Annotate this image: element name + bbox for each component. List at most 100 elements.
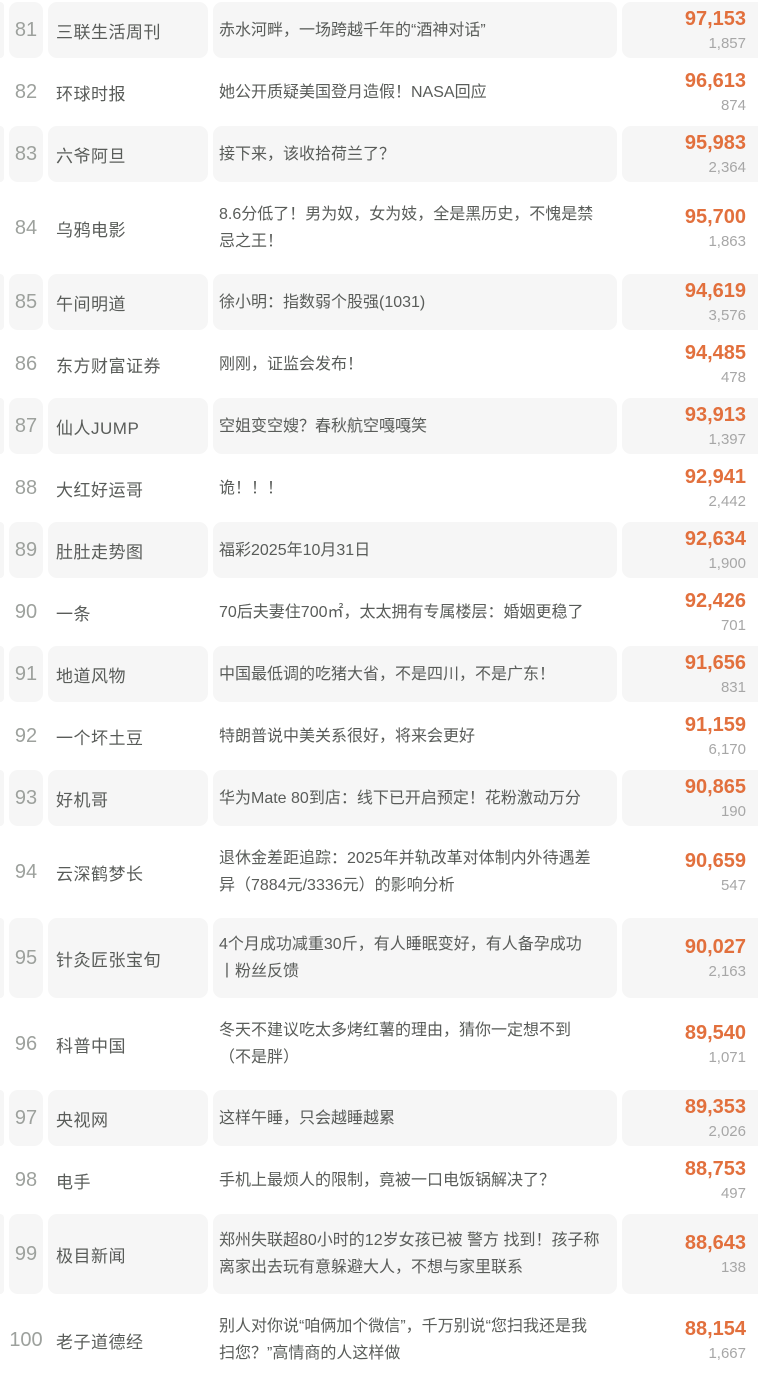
views-count: 89,540 — [684, 1022, 746, 1044]
article-title-cell[interactable]: 4个月成功减重30斤，有人睡眠变好，有人备孕成功 丨粉丝反馈 — [213, 918, 617, 998]
stats-cell: 90,027 2,163 — [622, 918, 758, 998]
secondary-count: 1,900 — [708, 555, 746, 572]
article-title: 华为Mate 80到店：线下已开启预定！花粉激动万分 — [219, 789, 581, 807]
secondary-count: 1,863 — [708, 233, 746, 250]
views-count: 88,154 — [684, 1318, 746, 1340]
secondary-count: 2,442 — [708, 493, 746, 510]
article-title-cell[interactable]: 手机上最烦人的限制，竟被一口电饭锅解决了？ — [213, 1152, 617, 1208]
account-name-cell[interactable]: 一条 — [48, 584, 208, 640]
article-title-cell[interactable]: 中国最低调的吃猪大省，不是四川，不是广东！ — [213, 646, 617, 702]
account-name-cell[interactable]: 电手 — [48, 1152, 208, 1208]
stats-cell: 89,540 1,071 — [622, 1004, 758, 1084]
account-name-cell[interactable]: 针灸匠张宝旬 — [48, 918, 208, 998]
rank-cell: 83 — [9, 126, 43, 182]
article-title: 郑州失联超80小时的12岁女孩已被 警方 找到！孩子称离家出去玩有意躲避大人，不… — [219, 1232, 600, 1276]
article-title-cell[interactable]: 空姐变空嫂？春秋航空嘎嘎笑 — [213, 398, 617, 454]
views-count: 92,941 — [684, 466, 746, 488]
account-name: 大红好运哥 — [56, 480, 144, 500]
account-name: 好机哥 — [56, 790, 109, 810]
row-left-sliver — [0, 918, 4, 998]
rank-cell: 82 — [9, 64, 43, 120]
stats-cell: 97,153 1,857 — [622, 2, 758, 58]
article-title-cell[interactable]: 华为Mate 80到店：线下已开启预定！花粉激动万分 — [213, 770, 617, 826]
account-name-cell[interactable]: 三联生活周刊 — [48, 2, 208, 58]
account-name-cell[interactable]: 好机哥 — [48, 770, 208, 826]
views-count: 95,983 — [684, 132, 746, 154]
account-name-cell[interactable]: 六爷阿旦 — [48, 126, 208, 182]
rank-number: 91 — [14, 662, 38, 685]
rank-number: 82 — [14, 80, 38, 103]
stats-cell: 95,700 1,863 — [622, 188, 758, 268]
article-title: 徐小明：指数弱个股强(1031) — [219, 293, 426, 311]
article-title: 冬天不建议吃太多烤红薯的理由，猜你一定想不到（不是胖） — [219, 1022, 572, 1066]
secondary-count: 1,071 — [708, 1049, 746, 1066]
account-name-cell[interactable]: 老子道德经 — [48, 1300, 208, 1380]
article-title-cell[interactable]: 70后夫妻住700㎡，太太拥有专属楼层：婚姻更稳了 — [213, 584, 617, 640]
views-count: 90,865 — [684, 776, 746, 798]
account-name: 一个坏土豆 — [56, 728, 144, 748]
views-count: 93,913 — [684, 404, 746, 426]
table-row: 87 仙人JUMP 空姐变空嫂？春秋航空嘎嘎笑 93,913 1,397 — [0, 398, 758, 454]
article-title-cell[interactable]: 赤水河畔，一场跨越千年的“酒神对话” — [213, 2, 617, 58]
table-row: 84 乌鸦电影 8.6分低了！男为奴，女为妓，全是黑历史，不愧是禁忌之王！ 95… — [0, 188, 758, 268]
account-name-cell[interactable]: 科普中国 — [48, 1004, 208, 1084]
rank-number: 92 — [14, 724, 38, 747]
article-title-cell[interactable]: 徐小明：指数弱个股强(1031) — [213, 274, 617, 330]
rank-number: 90 — [14, 600, 38, 623]
account-name: 一条 — [56, 604, 91, 624]
table-row: 91 地道风物 中国最低调的吃猪大省，不是四川，不是广东！ 91,656 831 — [0, 646, 758, 702]
stats-cell: 90,865 190 — [622, 770, 758, 826]
article-title-cell[interactable]: 她公开质疑美国登月造假！NASA回应 — [213, 64, 617, 120]
rank-number: 100 — [9, 1328, 43, 1351]
table-row: 90 一条 70后夫妻住700㎡，太太拥有专属楼层：婚姻更稳了 92,426 7… — [0, 584, 758, 640]
account-name: 电手 — [56, 1172, 91, 1192]
views-count: 92,634 — [684, 528, 746, 550]
account-name-cell[interactable]: 央视网 — [48, 1090, 208, 1146]
account-name: 地道风物 — [56, 666, 126, 686]
article-title-cell[interactable]: 刚刚，证监会发布！ — [213, 336, 617, 392]
article-title-cell[interactable]: 别人对你说“咱俩加个微信”，千万别说“您扫我还是我扫您？”高情商的人这样做 — [213, 1300, 617, 1380]
row-left-sliver — [0, 336, 4, 392]
account-name-cell[interactable]: 云深鹤梦长 — [48, 832, 208, 912]
article-title-cell[interactable]: 退休金差距追踪：2025年并轨改革对体制内外待遇差异（7884元/3336元）的… — [213, 832, 617, 912]
article-title: 接下来，该收拾荷兰了？ — [219, 145, 396, 163]
article-title-cell[interactable]: 郑州失联超80小时的12岁女孩已被 警方 找到！孩子称离家出去玩有意躲避大人，不… — [213, 1214, 617, 1294]
account-name-cell[interactable]: 午间明道 — [48, 274, 208, 330]
secondary-count: 547 — [720, 877, 746, 894]
account-name: 老子道德经 — [56, 1332, 144, 1352]
account-name-cell[interactable]: 肚肚走势图 — [48, 522, 208, 578]
account-name: 极目新闻 — [56, 1246, 126, 1266]
account-name: 科普中国 — [56, 1036, 126, 1056]
account-name-cell[interactable]: 乌鸦电影 — [48, 188, 208, 268]
article-title-cell[interactable]: 8.6分低了！男为奴，女为妓，全是黑历史，不愧是禁忌之王！ — [213, 188, 617, 268]
stats-cell: 92,634 1,900 — [622, 522, 758, 578]
rank-number: 93 — [14, 786, 38, 809]
account-name-cell[interactable]: 极目新闻 — [48, 1214, 208, 1294]
account-name-cell[interactable]: 仙人JUMP — [48, 398, 208, 454]
table-row: 99 极目新闻 郑州失联超80小时的12岁女孩已被 警方 找到！孩子称离家出去玩… — [0, 1214, 758, 1294]
article-title-cell[interactable]: 这样午睡，只会越睡越累 — [213, 1090, 617, 1146]
article-title-cell[interactable]: 诡！！！ — [213, 460, 617, 516]
account-name: 乌鸦电影 — [56, 220, 126, 240]
stats-cell: 88,753 497 — [622, 1152, 758, 1208]
article-title: 别人对你说“咱俩加个微信”，千万别说“您扫我还是我扫您？”高情商的人这样做 — [219, 1318, 587, 1362]
secondary-count: 497 — [720, 1185, 746, 1202]
row-left-sliver — [0, 2, 4, 58]
table-row: 88 大红好运哥 诡！！！ 92,941 2,442 — [0, 460, 758, 516]
rank-cell: 91 — [9, 646, 43, 702]
article-title-cell[interactable]: 特朗普说中美关系很好，将来会更好 — [213, 708, 617, 764]
account-name-cell[interactable]: 地道风物 — [48, 646, 208, 702]
account-name-cell[interactable]: 东方财富证券 — [48, 336, 208, 392]
article-title-cell[interactable]: 接下来，该收拾荷兰了？ — [213, 126, 617, 182]
account-name-cell[interactable]: 一个坏土豆 — [48, 708, 208, 764]
account-name-cell[interactable]: 环球时报 — [48, 64, 208, 120]
secondary-count: 190 — [720, 803, 746, 820]
secondary-count: 1,667 — [708, 1345, 746, 1362]
article-title: 空姐变空嫂？春秋航空嘎嘎笑 — [219, 417, 428, 435]
views-count: 94,485 — [684, 342, 746, 364]
rank-cell: 85 — [9, 274, 43, 330]
article-title-cell[interactable]: 冬天不建议吃太多烤红薯的理由，猜你一定想不到（不是胖） — [213, 1004, 617, 1084]
account-name-cell[interactable]: 大红好运哥 — [48, 460, 208, 516]
article-title-cell[interactable]: 福彩2025年10月31日 — [213, 522, 617, 578]
rank-cell: 81 — [9, 2, 43, 58]
